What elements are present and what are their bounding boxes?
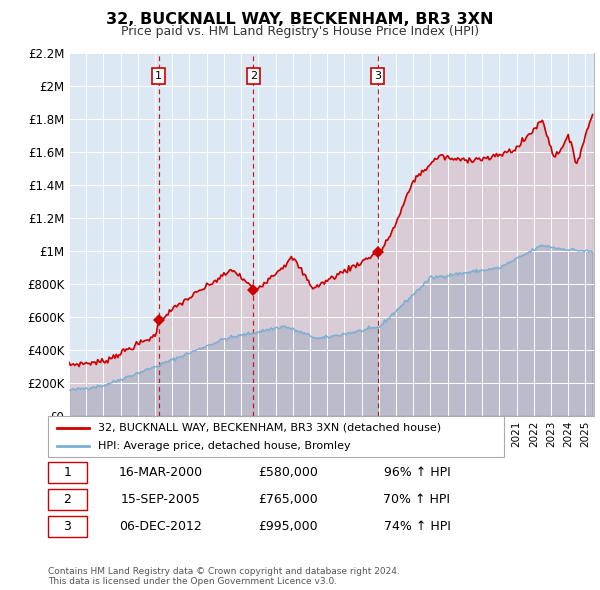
Text: Price paid vs. HM Land Registry's House Price Index (HPI): Price paid vs. HM Land Registry's House …	[121, 25, 479, 38]
Text: 32, BUCKNALL WAY, BECKENHAM, BR3 3XN: 32, BUCKNALL WAY, BECKENHAM, BR3 3XN	[106, 12, 494, 27]
Text: 2: 2	[64, 493, 71, 506]
Text: 1: 1	[64, 466, 71, 479]
Text: This data is licensed under the Open Government Licence v3.0.: This data is licensed under the Open Gov…	[48, 577, 337, 586]
Text: 06-DEC-2012: 06-DEC-2012	[119, 520, 202, 533]
Text: £765,000: £765,000	[258, 493, 318, 506]
Text: 32, BUCKNALL WAY, BECKENHAM, BR3 3XN (detached house): 32, BUCKNALL WAY, BECKENHAM, BR3 3XN (de…	[98, 422, 441, 432]
Text: 3: 3	[374, 71, 381, 81]
Text: 1: 1	[155, 71, 162, 81]
Text: 70% ↑ HPI: 70% ↑ HPI	[383, 493, 451, 506]
Text: Contains HM Land Registry data © Crown copyright and database right 2024.: Contains HM Land Registry data © Crown c…	[48, 567, 400, 576]
Text: 16-MAR-2000: 16-MAR-2000	[118, 466, 203, 479]
Text: £580,000: £580,000	[258, 466, 318, 479]
FancyBboxPatch shape	[48, 416, 504, 457]
Text: HPI: Average price, detached house, Bromley: HPI: Average price, detached house, Brom…	[98, 441, 351, 451]
Text: 3: 3	[64, 520, 71, 533]
Text: £995,000: £995,000	[258, 520, 318, 533]
Text: 96% ↑ HPI: 96% ↑ HPI	[383, 466, 451, 479]
Text: 2: 2	[250, 71, 257, 81]
Text: 74% ↑ HPI: 74% ↑ HPI	[383, 520, 451, 533]
Text: 15-SEP-2005: 15-SEP-2005	[121, 493, 200, 506]
